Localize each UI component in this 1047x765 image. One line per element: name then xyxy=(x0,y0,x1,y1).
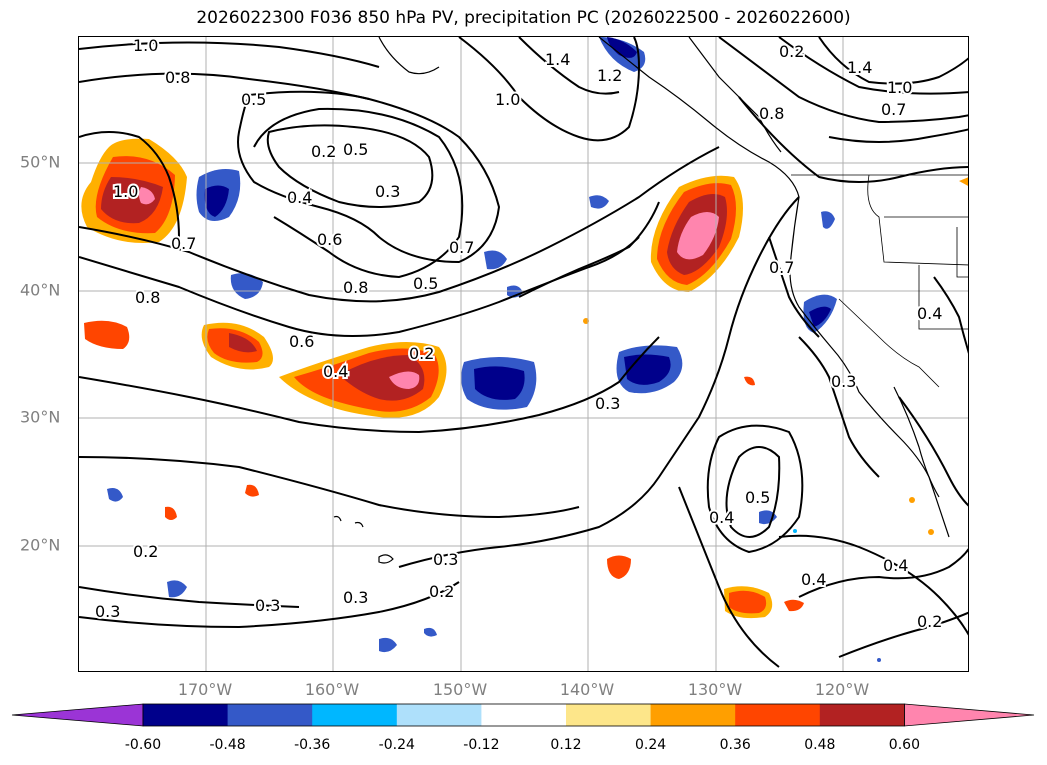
contour-label: 1.0 xyxy=(495,90,520,109)
colorbar-tick-label: -0.24 xyxy=(378,737,415,753)
contour-label: 0.2 xyxy=(133,542,158,561)
colorbar-segment xyxy=(650,704,736,726)
contour-label: 0.4 xyxy=(709,508,734,527)
contour-label: 0.7 xyxy=(769,258,794,277)
colorbar-tick-label: -0.36 xyxy=(294,737,331,753)
contour-label: 0.7 xyxy=(449,238,474,257)
colorbar-segment xyxy=(227,704,313,726)
colorbar-segment xyxy=(143,704,229,726)
contour-label: 0.7 xyxy=(881,100,906,119)
colorbar-segment xyxy=(481,704,567,726)
colorbar-tick-label: -0.12 xyxy=(463,737,500,753)
colorbar xyxy=(11,703,1035,727)
contour-label: 1.4 xyxy=(545,50,570,69)
contour-label: 0.4 xyxy=(917,304,942,323)
contour-label: 0.8 xyxy=(135,288,160,307)
colorbar-tick-label: 0.36 xyxy=(719,737,751,753)
contour-label: 0.5 xyxy=(745,488,770,507)
contour-label: 0.2 xyxy=(429,582,454,601)
colorbar-tick-label: -0.60 xyxy=(124,737,162,753)
contour-label: 0.3 xyxy=(375,182,400,201)
latitude-label: 30°N xyxy=(20,407,61,427)
contour-label: 1.0 xyxy=(133,37,158,55)
contour-label: 0.4 xyxy=(883,556,908,575)
colorbar-tick-label: 0.24 xyxy=(635,737,667,753)
latitude-label: 40°N xyxy=(20,280,61,300)
pv-contours xyxy=(79,37,968,668)
contour-label: 0.2 xyxy=(917,612,942,631)
contour-label: 0.2 xyxy=(311,142,336,161)
contour-label: 0.3 xyxy=(433,550,458,569)
map-panel: 1.0 0.8 0.5 0.2 0.4 0.3 0.6 0.7 0.8 0.5 … xyxy=(78,36,969,672)
coastlines xyxy=(333,37,968,564)
contour-label: 0.2 xyxy=(779,42,804,61)
contour-label: 0.5 xyxy=(241,90,266,109)
longitude-label: 170°W xyxy=(177,680,233,699)
map-svg: 1.0 0.8 0.5 0.2 0.4 0.3 0.6 0.7 0.8 0.5 … xyxy=(79,37,968,671)
contour-label: 0.3 xyxy=(343,588,368,607)
latitude-label: 50°N xyxy=(20,152,61,172)
contour-label: 0.6 xyxy=(317,230,342,249)
contour-label: 0.2 xyxy=(409,344,434,363)
contour-label: 0.3 xyxy=(255,596,280,615)
contour-label: 0.5 xyxy=(343,140,368,159)
colorbar-extend-min xyxy=(11,703,144,727)
contour-label: 0.4 xyxy=(287,188,312,207)
graticule xyxy=(79,37,968,671)
colorbar-segment xyxy=(735,704,821,726)
longitude-label: 120°W xyxy=(814,680,870,699)
contour-label: 0.4 xyxy=(801,570,826,589)
contour-label: 1.4 xyxy=(847,58,872,77)
contour-label: 0.3 xyxy=(95,602,120,621)
longitude-label: 140°W xyxy=(559,680,615,699)
colorbar-tick-label: 0.60 xyxy=(888,737,920,753)
contour-label: 1.0 xyxy=(887,78,912,97)
colorbar-tick-label: 0.48 xyxy=(804,737,836,753)
contour-label: 1.0 xyxy=(113,182,138,201)
contour-label: 0.8 xyxy=(165,68,190,87)
colorbar-extend-max xyxy=(904,703,1035,727)
contour-label: 0.4 xyxy=(323,362,348,381)
contour-label: 0.6 xyxy=(289,332,314,351)
contour-label: 0.3 xyxy=(595,394,620,413)
colorbar-segment xyxy=(396,704,482,726)
colorbar-tick-label: 0.12 xyxy=(550,737,582,753)
contour-label: 1.2 xyxy=(597,66,622,85)
colorbar-segment xyxy=(566,704,652,726)
figure-title: 2026022300 F036 850 hPa PV, precipitatio… xyxy=(196,8,851,28)
colorbar-segment xyxy=(819,704,905,726)
colorbar-segment xyxy=(312,704,398,726)
longitude-label: 160°W xyxy=(304,680,360,699)
contour-labels: 1.0 0.8 0.5 0.2 0.4 0.3 0.6 0.7 0.8 0.5 … xyxy=(93,37,944,633)
latitude-label: 20°N xyxy=(20,535,61,555)
contour-label: 0.8 xyxy=(759,104,784,123)
contour-label: 0.7 xyxy=(171,234,196,253)
contour-label: 0.8 xyxy=(343,278,368,297)
contour-label: 0.5 xyxy=(413,274,438,293)
colorbar-tick-label: -0.48 xyxy=(209,737,246,753)
contour-label: 0.3 xyxy=(831,372,856,391)
longitude-label: 130°W xyxy=(687,680,743,699)
colorbar-outline xyxy=(142,703,905,727)
longitude-label: 150°W xyxy=(432,680,488,699)
